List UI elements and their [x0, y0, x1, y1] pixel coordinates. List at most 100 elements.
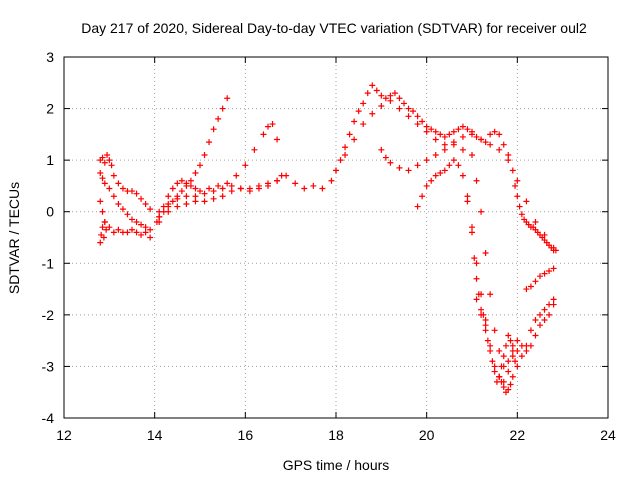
data-point — [432, 151, 439, 158]
data-point — [378, 102, 385, 109]
data-point — [487, 347, 494, 354]
data-point — [165, 208, 172, 215]
data-point — [147, 206, 154, 213]
data-point — [197, 188, 203, 195]
data-point — [133, 229, 140, 236]
x-tick-label: 18 — [328, 427, 344, 443]
x-tick-label: 14 — [147, 427, 163, 443]
data-point — [482, 322, 489, 329]
data-point — [269, 121, 276, 128]
data-point — [174, 195, 181, 202]
data-point — [201, 190, 208, 197]
series-arc-d — [97, 219, 110, 246]
data-point — [110, 229, 117, 236]
data-point — [104, 151, 111, 158]
data-point — [265, 180, 271, 187]
data-point — [450, 157, 457, 164]
data-point — [142, 224, 149, 231]
data-point — [110, 172, 117, 179]
data-point — [500, 353, 507, 360]
data-point — [414, 162, 421, 169]
data-point — [328, 177, 335, 184]
data-point — [373, 87, 380, 94]
data-point — [292, 180, 299, 187]
data-point — [342, 151, 349, 158]
data-point — [518, 353, 525, 360]
data-point — [509, 373, 516, 380]
data-point — [480, 311, 487, 318]
y-tick-label: -2 — [42, 307, 55, 323]
data-point — [487, 141, 494, 148]
data-point — [509, 347, 516, 354]
data-point — [489, 358, 496, 365]
data-point — [505, 151, 512, 158]
data-point — [532, 332, 539, 339]
data-point — [255, 182, 262, 189]
data-point — [532, 317, 539, 324]
data-point — [405, 167, 412, 174]
data-point — [491, 128, 498, 135]
data-point — [351, 118, 358, 125]
chart-title: Day 217 of 2020, Sidereal Day-to-day VTE… — [81, 20, 587, 36]
x-tick-label: 16 — [238, 427, 254, 443]
data-point — [97, 239, 104, 246]
data-point — [527, 327, 534, 334]
data-point — [509, 342, 516, 349]
data-point — [401, 100, 407, 107]
data-point — [274, 177, 281, 184]
data-point — [546, 268, 553, 275]
data-point — [119, 185, 126, 192]
data-point — [505, 332, 512, 339]
data-point — [423, 182, 430, 189]
data-point — [178, 177, 185, 184]
data-point — [516, 203, 523, 210]
data-point — [500, 141, 507, 148]
data-point — [500, 384, 507, 391]
data-point — [432, 136, 439, 143]
data-point — [507, 381, 514, 388]
data-point — [364, 90, 371, 97]
data-point — [509, 167, 516, 174]
data-point — [491, 368, 498, 375]
data-point — [512, 358, 519, 365]
data-point — [101, 219, 108, 226]
data-point — [478, 208, 485, 215]
data-point — [103, 226, 110, 233]
data-point — [360, 121, 367, 128]
data-point — [192, 198, 199, 205]
data-point — [183, 200, 190, 207]
data-point — [471, 255, 478, 262]
data-point — [396, 105, 403, 112]
data-point — [156, 219, 163, 226]
data-point — [319, 185, 326, 192]
data-point — [237, 185, 244, 192]
data-point — [503, 342, 509, 349]
data-point — [355, 108, 362, 115]
data-point — [432, 172, 439, 179]
data-point — [169, 185, 176, 192]
data-point — [337, 157, 344, 164]
data-point — [142, 200, 149, 207]
data-point — [496, 347, 503, 354]
series-arc-f — [156, 121, 281, 220]
data-point — [459, 146, 466, 153]
data-point — [387, 92, 394, 99]
data-point — [523, 347, 530, 354]
data-point — [441, 141, 448, 148]
data-point — [224, 95, 231, 102]
data-point — [215, 182, 222, 189]
data-point — [441, 133, 448, 140]
data-point — [473, 260, 480, 267]
series-arc-p — [509, 167, 559, 254]
y-tick-labels: -4 -3 -2 -1 0 1 2 3 — [42, 49, 55, 426]
x-tick-labels: 12 14 16 18 20 22 24 — [56, 427, 616, 443]
data-point — [106, 224, 113, 231]
data-point — [523, 198, 530, 205]
data-point — [423, 123, 430, 130]
data-point — [301, 185, 308, 192]
data-point — [459, 123, 466, 130]
data-point — [228, 182, 235, 189]
data-point — [509, 353, 516, 360]
y-tick-label: 0 — [46, 204, 54, 220]
x-axis-label: GPS time / hours — [283, 457, 390, 473]
